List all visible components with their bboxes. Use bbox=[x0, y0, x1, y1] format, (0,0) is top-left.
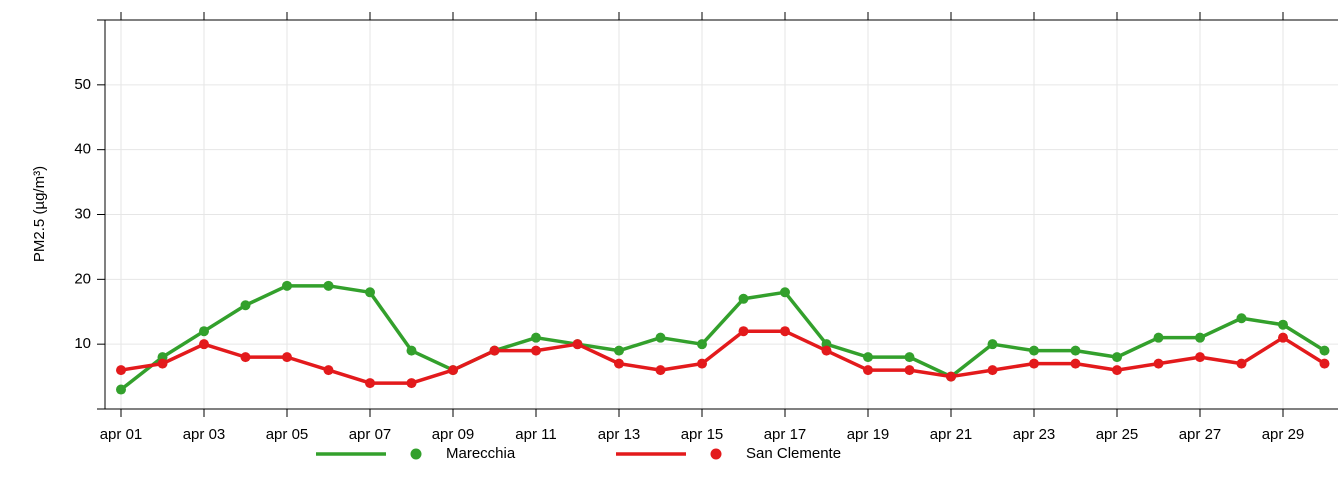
data-point bbox=[1029, 345, 1039, 356]
data-point bbox=[1112, 352, 1122, 363]
data-point bbox=[116, 365, 126, 376]
data-point bbox=[987, 339, 998, 350]
x-tick-label: apr 15 bbox=[681, 426, 724, 443]
legend-marker bbox=[710, 448, 722, 460]
data-point bbox=[697, 339, 707, 350]
data-point bbox=[282, 280, 292, 291]
data-point bbox=[572, 339, 583, 350]
data-point bbox=[1236, 313, 1247, 324]
data-point bbox=[738, 293, 749, 304]
x-tick-label: apr 17 bbox=[764, 426, 807, 443]
data-point bbox=[946, 371, 956, 382]
data-point bbox=[863, 365, 873, 376]
data-point bbox=[1112, 365, 1122, 376]
data-point bbox=[863, 352, 873, 363]
x-tick-label: apr 27 bbox=[1179, 426, 1222, 443]
x-tick-label: apr 25 bbox=[1096, 426, 1139, 443]
data-point bbox=[1070, 358, 1081, 369]
data-point bbox=[1319, 345, 1330, 356]
y-tick-label: 30 bbox=[74, 205, 91, 222]
x-tick-label: apr 05 bbox=[266, 426, 309, 443]
data-point bbox=[365, 378, 375, 389]
legend-label: San Clemente bbox=[746, 445, 841, 462]
data-point bbox=[697, 358, 707, 369]
x-tick-label: apr 19 bbox=[847, 426, 890, 443]
x-tick-label: apr 11 bbox=[515, 426, 556, 443]
data-point bbox=[821, 345, 832, 356]
data-point bbox=[240, 352, 251, 363]
data-point bbox=[199, 339, 209, 350]
series-line bbox=[120, 329, 1326, 385]
x-tick-label: apr 07 bbox=[349, 426, 392, 443]
y-tick-label: 10 bbox=[74, 335, 91, 352]
data-point bbox=[199, 326, 209, 337]
y-axis-label: PM2.5 (µg/m³) bbox=[31, 166, 48, 262]
data-point bbox=[1153, 358, 1164, 369]
data-point bbox=[904, 365, 915, 376]
data-point bbox=[1029, 358, 1039, 369]
data-point bbox=[531, 345, 541, 356]
data-point bbox=[489, 345, 500, 356]
series-line bbox=[119, 284, 1326, 391]
data-point bbox=[323, 365, 334, 376]
data-point bbox=[780, 287, 790, 298]
legend-marker bbox=[410, 448, 422, 460]
data-point bbox=[655, 365, 666, 376]
x-tick-label: apr 01 bbox=[100, 426, 143, 443]
data-point bbox=[780, 326, 790, 337]
x-tick-label: apr 29 bbox=[1262, 426, 1305, 443]
data-point bbox=[1278, 319, 1288, 330]
x-tick-label: apr 09 bbox=[432, 426, 475, 443]
data-point bbox=[116, 384, 126, 395]
data-point bbox=[614, 358, 624, 369]
data-point bbox=[904, 352, 915, 363]
data-point bbox=[655, 332, 666, 343]
data-point bbox=[406, 378, 417, 389]
data-point bbox=[1195, 352, 1205, 363]
data-point bbox=[240, 300, 251, 311]
y-tick-label: 50 bbox=[74, 76, 91, 93]
x-tick-label: apr 13 bbox=[598, 426, 641, 443]
x-tick-label: apr 21 bbox=[930, 426, 973, 443]
data-point bbox=[157, 358, 168, 369]
data-point bbox=[738, 326, 749, 337]
data-point bbox=[1319, 358, 1330, 369]
data-point bbox=[406, 345, 417, 356]
data-point bbox=[987, 365, 998, 376]
y-tick-label: 40 bbox=[74, 141, 91, 158]
data-point bbox=[282, 352, 292, 363]
data-point bbox=[531, 332, 541, 343]
data-point bbox=[1070, 345, 1081, 356]
x-tick-label: apr 23 bbox=[1013, 426, 1056, 443]
data-point bbox=[1278, 332, 1288, 343]
x-tick-label: apr 03 bbox=[183, 426, 226, 443]
data-point bbox=[448, 365, 458, 376]
data-point bbox=[1195, 332, 1205, 343]
data-point bbox=[323, 280, 334, 291]
legend-label: Marecchia bbox=[446, 445, 516, 462]
data-point bbox=[1236, 358, 1247, 369]
data-point bbox=[614, 345, 624, 356]
data-point bbox=[1153, 332, 1164, 343]
y-tick-label: 20 bbox=[74, 270, 91, 287]
data-point bbox=[365, 287, 375, 298]
